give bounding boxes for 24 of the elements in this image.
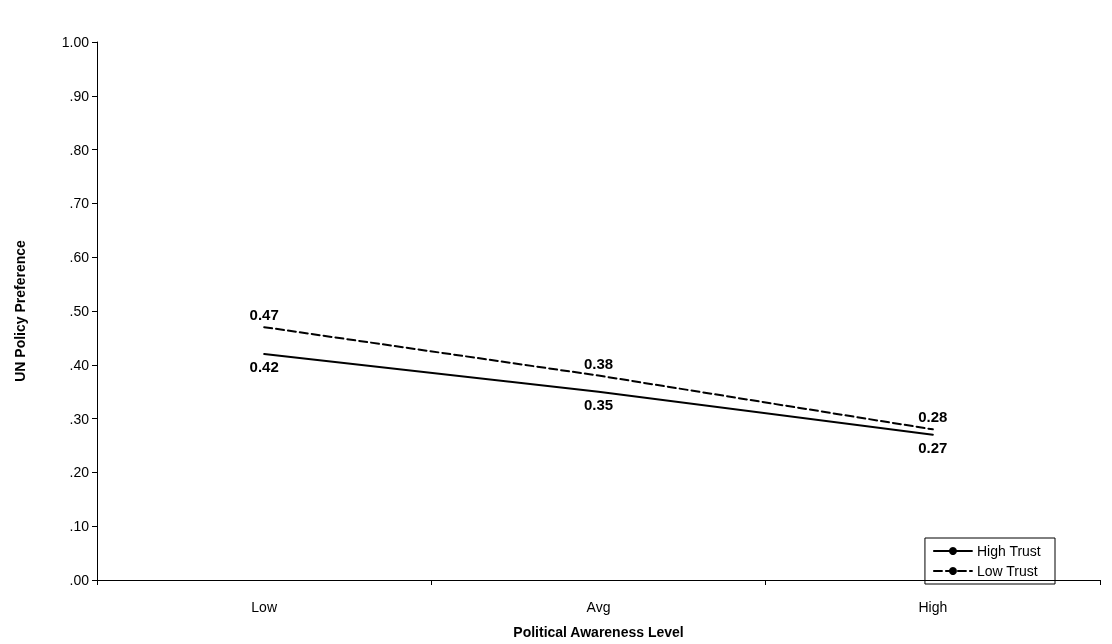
y-tick-label: .30 [69, 410, 90, 427]
x-tick-label: High [918, 599, 948, 615]
y-axis-title: UN Policy Preference [12, 239, 28, 382]
y-tick-label: .90 [69, 87, 90, 104]
y-tick-label: .50 [69, 303, 90, 319]
y-tick-label: 1.00 [61, 34, 90, 50]
y-tick-label: .80 [69, 141, 90, 158]
x-tick-label: Avg [586, 599, 611, 615]
data-label: 0.47 [249, 306, 279, 324]
x-axis-title: Political Awareness Level [513, 624, 684, 640]
x-tick-label: Low [251, 599, 278, 615]
data-label: 0.28 [918, 408, 948, 426]
y-tick-label: .20 [69, 464, 90, 481]
y-tick-label: .60 [69, 249, 90, 266]
data-label: 0.35 [583, 395, 614, 413]
y-tick-label: .10 [69, 518, 90, 535]
data-label: 0.38 [583, 354, 614, 372]
y-tick-label: .70 [69, 195, 90, 212]
y-tick-label: .40 [69, 356, 90, 373]
data-label: 0.27 [918, 438, 948, 456]
y-tick-label: .00 [69, 572, 90, 588]
legend-label: Low Trust [976, 563, 1038, 579]
legend-label: High Trust [976, 543, 1041, 559]
data-label: 0.42 [249, 358, 279, 376]
